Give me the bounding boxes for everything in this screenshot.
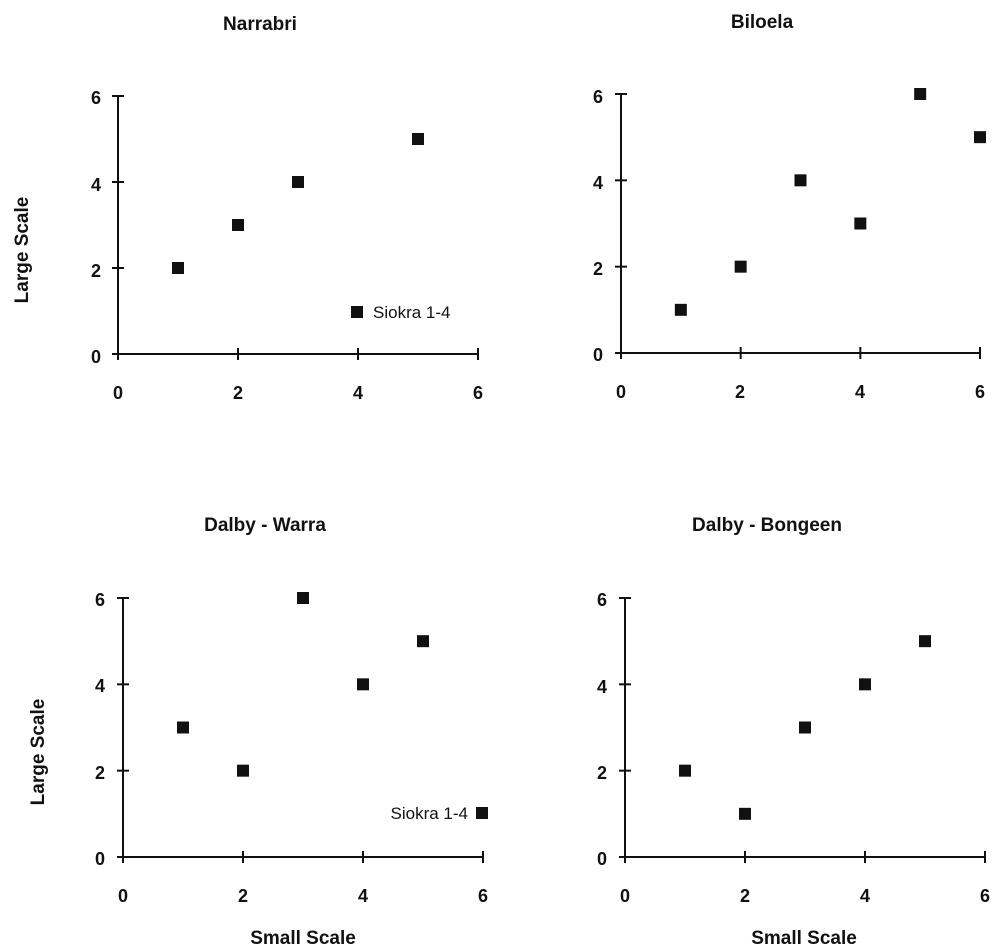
chart-title: Dalby - Bongeen (692, 515, 842, 536)
x-tick-label: 2 (233, 383, 243, 403)
data-point (417, 635, 429, 648)
y-tick-label: 2 (95, 763, 105, 783)
y-tick-label: 6 (593, 87, 603, 107)
data-point (919, 635, 931, 648)
y-tick-label: 4 (593, 173, 603, 193)
x-axis-label: Small Scale (751, 928, 857, 949)
data-point (974, 131, 986, 144)
x-axis-label: Small Scale (250, 928, 356, 949)
y-tick-label: 2 (593, 259, 603, 279)
chart-title: Narrabri (223, 14, 297, 35)
x-tick-label: 6 (975, 382, 985, 402)
x-tick-label: 0 (113, 383, 123, 403)
data-point (679, 764, 691, 777)
data-point (232, 219, 244, 231)
x-tick-label: 6 (473, 383, 483, 403)
data-point (794, 174, 807, 187)
x-tick-label: 0 (620, 886, 630, 906)
y-tick-label: 0 (593, 345, 603, 365)
data-point (914, 88, 927, 100)
y-tick-label: 0 (597, 849, 607, 869)
data-point (674, 303, 687, 316)
x-tick-label: 4 (860, 886, 870, 906)
x-tick-label: 0 (118, 886, 128, 906)
data-point (177, 721, 189, 734)
y-tick-label: 6 (95, 590, 105, 610)
y-tick-label: 6 (597, 590, 607, 610)
x-tick-label: 4 (353, 383, 363, 403)
data-point (799, 721, 811, 734)
legend-label: Siokra 1-4 (373, 303, 450, 322)
y-axis-label: Large Scale (28, 699, 49, 806)
x-tick-label: 6 (980, 886, 990, 906)
panel-narrabri: Narrabri Large Scale 6 4 2 0 0 2 4 6 Sio… (12, 14, 483, 403)
x-tick-label: 0 (616, 382, 626, 402)
data-point (172, 262, 184, 274)
chart-title: Biloela (731, 12, 794, 33)
y-tick-label: 4 (91, 175, 101, 195)
panel-dalby-warra: Dalby - Warra Large Scale Small Scale 6 … (28, 515, 488, 949)
panel-biloela: Biloela 6 4 2 0 0 2 4 6 (593, 12, 985, 402)
y-tick-label: 4 (95, 676, 105, 696)
y-axis-label: Large Scale (12, 197, 33, 304)
x-tick-label: 2 (740, 886, 750, 906)
x-tick-label: 6 (478, 886, 488, 906)
y-tick-label: 6 (91, 88, 101, 108)
x-tick-label: 4 (358, 886, 368, 906)
y-tick-label: 4 (597, 677, 607, 697)
x-tick-label: 4 (855, 382, 865, 402)
data-point (237, 764, 249, 777)
chart-title: Dalby - Warra (204, 515, 326, 536)
y-tick-label: 2 (91, 261, 101, 281)
data-point (412, 133, 424, 145)
y-tick-label: 2 (597, 763, 607, 783)
data-point (357, 678, 369, 691)
x-tick-label: 2 (238, 886, 248, 906)
legend-marker (351, 306, 363, 318)
data-point (297, 592, 309, 604)
panel-dalby-bongeen: Dalby - Bongeen Small Scale 6 4 2 0 0 2 … (597, 515, 990, 949)
data-point (739, 807, 751, 820)
data-point (734, 260, 747, 273)
data-point (292, 176, 304, 188)
data-point (859, 678, 871, 691)
legend-label: Siokra 1-4 (391, 804, 468, 823)
data-point (854, 217, 867, 230)
y-tick-label: 0 (95, 849, 105, 869)
y-tick-label: 0 (91, 347, 101, 367)
legend-marker (476, 807, 488, 819)
x-tick-label: 2 (735, 382, 745, 402)
